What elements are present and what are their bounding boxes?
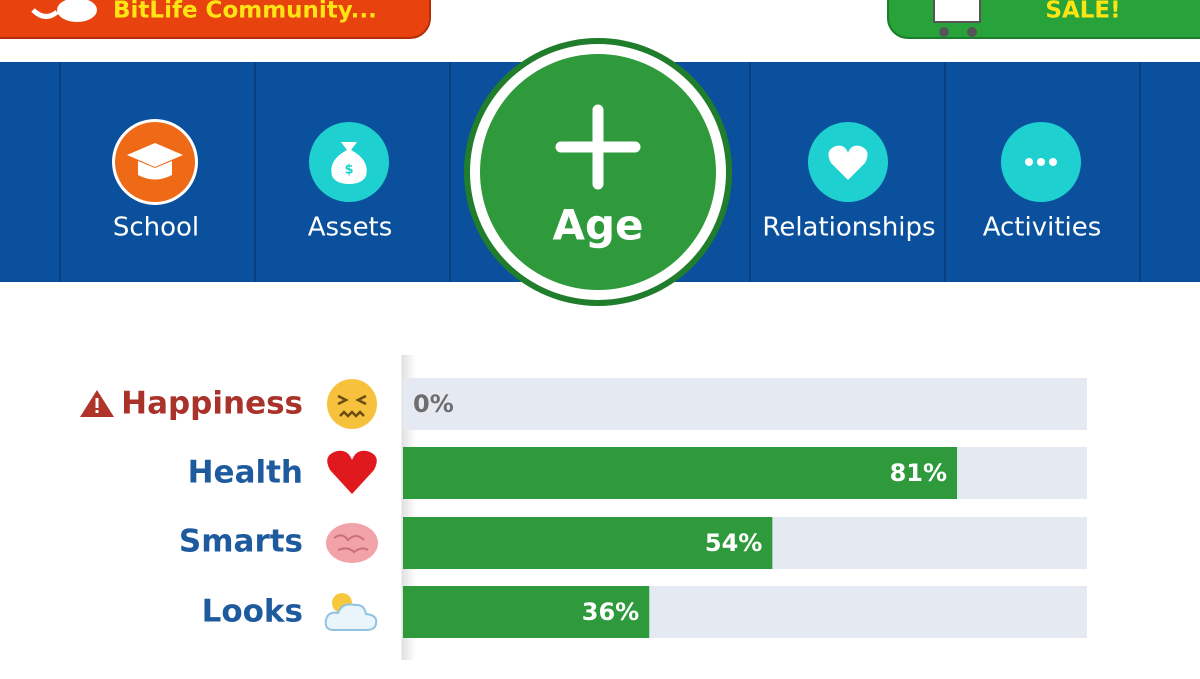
brain-icon: [326, 523, 378, 563]
age-button[interactable]: Age: [464, 38, 732, 306]
stat-name: Smarts: [179, 524, 303, 560]
stat-name: Looks: [202, 594, 303, 630]
nav-label: Assets: [308, 213, 393, 243]
bar-value-label: 54%: [705, 529, 762, 557]
nav-label: Relationships: [762, 213, 935, 243]
cart-icon: [933, 0, 981, 37]
bar: [403, 517, 773, 569]
nav-label: Activities: [983, 213, 1102, 243]
stat-bars: 0% 81% 54% 36%: [403, 378, 1087, 638]
sad-face-icon: [327, 379, 377, 429]
school-button[interactable]: School: [112, 119, 199, 243]
heart-icon: [327, 450, 377, 494]
bar-value-label: 81%: [890, 459, 947, 487]
bar-value-label: 0%: [413, 390, 454, 418]
svg-text:$: $: [344, 163, 353, 178]
community-label: BitLife Community...: [113, 0, 377, 24]
stat-name: Happiness: [121, 386, 303, 422]
community-button[interactable]: BitLife Community...: [0, 0, 431, 39]
bar-value-label: 36%: [582, 598, 639, 626]
sale-button[interactable]: SALE!: [887, 0, 1200, 39]
stat-name: Health: [188, 455, 303, 491]
relationships-button[interactable]: Relationships: [762, 122, 936, 243]
nav-label: School: [113, 213, 199, 243]
bar: [403, 586, 650, 638]
bar: [403, 447, 958, 499]
warning-icon: [80, 390, 114, 417]
sale-label: SALE!: [1045, 0, 1120, 24]
age-label: Age: [552, 201, 643, 250]
assets-button[interactable]: $ Assets: [308, 122, 393, 243]
activities-button[interactable]: Activities: [983, 122, 1102, 243]
bar-track: [403, 378, 1087, 430]
sperm-icon: [57, 0, 97, 22]
cloud-icon: [324, 593, 378, 631]
